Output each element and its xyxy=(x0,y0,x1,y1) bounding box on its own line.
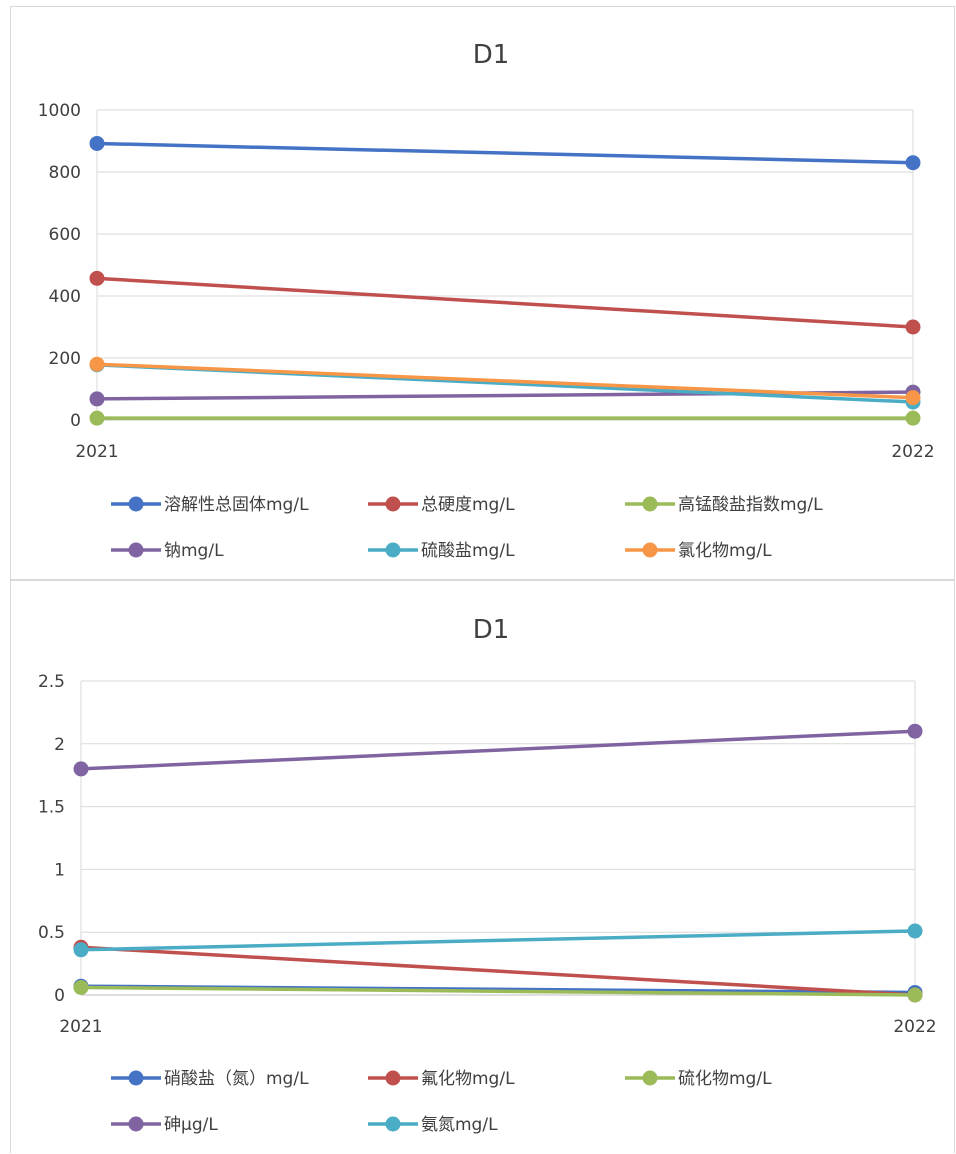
legend-label: 溶解性总固体mg/L xyxy=(164,495,309,515)
data-point xyxy=(905,319,921,335)
legend-label: 氯化物mg/L xyxy=(678,541,772,561)
legend-label: 氟化物mg/L xyxy=(421,1069,515,1089)
data-point xyxy=(89,356,105,372)
series-line xyxy=(80,929,916,952)
legend-label: 硫化物mg/L xyxy=(678,1069,772,1089)
data-point xyxy=(905,410,921,426)
series-line xyxy=(96,141,914,165)
chart-title: D1 xyxy=(473,615,510,645)
grid xyxy=(96,109,914,421)
data-point xyxy=(73,761,89,777)
legend-label: 高锰酸盐指数mg/L xyxy=(678,495,823,515)
series-line xyxy=(96,362,914,400)
data-point xyxy=(89,270,105,286)
x-axis: 2021 2022 xyxy=(59,1017,936,1037)
data-point xyxy=(907,723,923,739)
data-point xyxy=(89,410,105,426)
legend-marker xyxy=(642,1070,658,1086)
data-point xyxy=(73,979,89,995)
x-tick-label: 2021 xyxy=(59,1017,102,1037)
y-tick-label: 600 xyxy=(49,225,81,245)
legend-marker xyxy=(128,1116,144,1132)
data-point xyxy=(905,390,921,406)
chart-svg: D1 0 200 400 600 800 1000 2021 2022 溶解性总固体mg/L… xyxy=(38,40,935,561)
legend-label: 硫酸盐mg/L xyxy=(421,541,515,561)
legend: 硝酸盐（氮）mg/L 氟化物mg/L 硫化物mg/L 砷μg/L 氨氮mg/L xyxy=(111,1069,772,1135)
chart-d1-major: D1 0 200 400 600 800 1000 2021 2022 溶解性总固体mg/L… xyxy=(10,6,955,580)
chart-svg: D1 0 0.5 1 1.5 2 2.5 2021 2022 硝酸盐（氮）mg/L 氟化物mg… xyxy=(38,615,937,1135)
x-tick-label: 2021 xyxy=(75,442,118,462)
series-line xyxy=(80,729,916,771)
data-point xyxy=(89,391,105,407)
data-point xyxy=(907,987,923,1003)
series xyxy=(73,723,923,1003)
legend-label: 总硬度mg/L xyxy=(421,495,515,515)
y-tick-label: 0.5 xyxy=(38,923,65,943)
chart-d1-minor: D1 0 0.5 1 1.5 2 2.5 2021 2022 硝酸盐（氮）mg/L 氟化物mg… xyxy=(10,580,955,1153)
legend-label: 钠mg/L xyxy=(164,541,224,561)
series-line xyxy=(80,985,916,997)
legend-label: 硝酸盐（氮）mg/L xyxy=(164,1069,309,1089)
y-tick-label: 0 xyxy=(54,986,65,1006)
y-tick-label: 1.5 xyxy=(38,798,65,818)
legend-marker xyxy=(128,496,144,512)
y-tick-label: 2 xyxy=(54,735,65,755)
y-tick-label: 0 xyxy=(70,411,81,431)
legend: 溶解性总固体mg/L 总硬度mg/L 高锰酸盐指数mg/L 钠mg/L 硫酸盐mg/L 氯… xyxy=(111,495,823,561)
y-tick-label: 400 xyxy=(49,287,81,307)
data-point xyxy=(89,135,105,151)
chart-title: D1 xyxy=(473,40,510,70)
y-tick-label: 1000 xyxy=(38,101,81,121)
y-tick-label: 1 xyxy=(54,860,65,880)
series-line xyxy=(96,276,914,329)
legend-marker xyxy=(385,496,401,512)
legend-label: 砷μg/L xyxy=(164,1115,218,1135)
x-axis: 2021 2022 xyxy=(75,442,934,462)
x-tick-label: 2022 xyxy=(891,442,934,462)
legend-marker xyxy=(385,1070,401,1086)
data-point xyxy=(73,942,89,958)
y-axis: 0 200 400 600 800 1000 xyxy=(38,101,81,431)
series xyxy=(89,135,921,426)
y-axis: 0 0.5 1 1.5 2 2.5 xyxy=(38,672,65,1006)
series-line xyxy=(80,945,916,997)
legend-marker xyxy=(642,542,658,558)
legend-marker xyxy=(128,542,144,558)
y-tick-label: 2.5 xyxy=(38,672,65,692)
x-tick-label: 2022 xyxy=(893,1017,936,1037)
legend-marker xyxy=(128,1070,144,1086)
legend-marker xyxy=(385,1116,401,1132)
y-tick-label: 200 xyxy=(49,349,81,369)
legend-marker xyxy=(385,542,401,558)
data-point xyxy=(905,155,921,171)
data-point xyxy=(907,923,923,939)
legend-marker xyxy=(642,496,658,512)
legend-label: 氨氮mg/L xyxy=(421,1115,498,1135)
y-tick-label: 800 xyxy=(49,163,81,183)
